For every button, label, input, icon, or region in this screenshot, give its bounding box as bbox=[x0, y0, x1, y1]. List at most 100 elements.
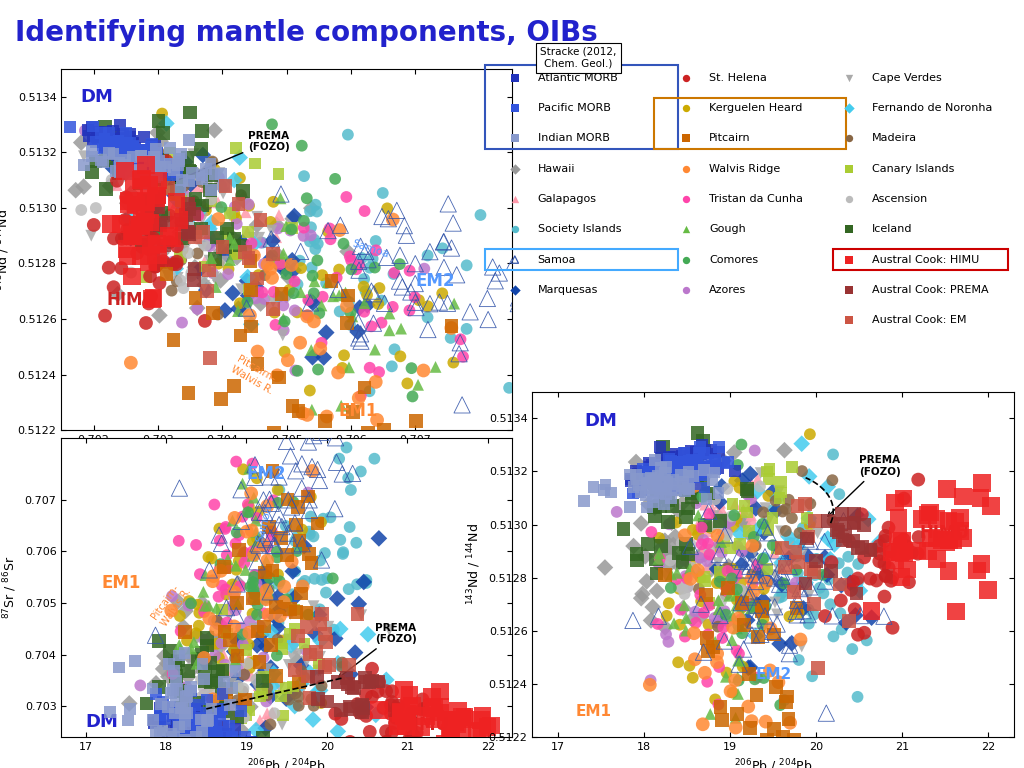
Point bbox=[893, 571, 909, 583]
Point bbox=[263, 530, 280, 542]
Point bbox=[137, 194, 154, 207]
Point bbox=[343, 263, 359, 276]
Point bbox=[472, 209, 488, 221]
Point bbox=[158, 157, 174, 170]
Point bbox=[317, 627, 334, 640]
Point bbox=[209, 231, 225, 243]
Point bbox=[506, 256, 522, 268]
Point bbox=[151, 185, 167, 197]
Point bbox=[850, 558, 866, 570]
Point bbox=[247, 157, 263, 170]
Point bbox=[197, 181, 213, 194]
Point bbox=[284, 588, 300, 601]
Point bbox=[678, 132, 694, 144]
Point bbox=[248, 593, 264, 605]
Point bbox=[136, 164, 153, 177]
Point bbox=[376, 297, 392, 310]
Point bbox=[245, 275, 261, 287]
Point bbox=[268, 670, 285, 683]
Point bbox=[208, 737, 224, 749]
Point bbox=[199, 694, 215, 706]
Point bbox=[268, 649, 285, 661]
Point bbox=[819, 568, 836, 581]
Point bbox=[774, 587, 791, 599]
Point bbox=[343, 484, 359, 496]
Point bbox=[125, 153, 141, 165]
Point bbox=[831, 578, 848, 591]
Point bbox=[213, 168, 229, 180]
Point bbox=[290, 502, 306, 514]
Point bbox=[399, 439, 416, 451]
Point bbox=[388, 712, 404, 724]
Point bbox=[687, 449, 703, 462]
Point bbox=[148, 171, 165, 184]
Point bbox=[159, 155, 175, 167]
Point bbox=[422, 246, 438, 258]
Point bbox=[319, 224, 336, 237]
Point bbox=[205, 570, 221, 582]
Point bbox=[258, 641, 274, 653]
Point bbox=[403, 707, 420, 720]
Point bbox=[778, 503, 795, 515]
Point bbox=[645, 495, 662, 508]
Point bbox=[131, 169, 147, 181]
Point bbox=[774, 591, 791, 603]
Point bbox=[374, 210, 390, 223]
Point bbox=[767, 569, 783, 581]
Point bbox=[281, 284, 297, 296]
Point bbox=[408, 257, 424, 270]
Point bbox=[214, 580, 230, 592]
Point bbox=[145, 174, 162, 186]
Point bbox=[300, 608, 316, 621]
Point bbox=[674, 461, 690, 473]
Point bbox=[407, 277, 423, 290]
Point bbox=[663, 492, 679, 504]
Point bbox=[224, 287, 241, 300]
Point bbox=[655, 483, 672, 495]
Point bbox=[360, 397, 377, 409]
Point bbox=[293, 665, 309, 677]
Point bbox=[361, 362, 378, 374]
Point bbox=[355, 706, 372, 718]
Point bbox=[689, 522, 706, 535]
Point bbox=[771, 637, 787, 650]
Point bbox=[134, 216, 151, 228]
Point bbox=[817, 575, 834, 588]
Point bbox=[741, 560, 758, 572]
Point bbox=[822, 565, 839, 578]
Point bbox=[807, 515, 823, 528]
Point bbox=[220, 756, 237, 768]
Point bbox=[820, 515, 837, 528]
Point bbox=[160, 206, 176, 218]
Point bbox=[166, 665, 182, 677]
X-axis label: $^{206}$Pb / $^{204}$Pb: $^{206}$Pb / $^{204}$Pb bbox=[734, 758, 812, 768]
Point bbox=[657, 462, 674, 475]
Point bbox=[319, 572, 336, 584]
Point bbox=[668, 449, 684, 461]
Point bbox=[133, 165, 150, 177]
Point bbox=[299, 309, 315, 321]
Point bbox=[356, 297, 373, 310]
Point bbox=[852, 584, 868, 597]
Point bbox=[111, 134, 127, 147]
Point bbox=[196, 673, 212, 685]
Point bbox=[664, 517, 680, 529]
Point bbox=[669, 485, 685, 497]
Point bbox=[380, 213, 396, 225]
Point bbox=[162, 208, 178, 220]
Point bbox=[231, 240, 248, 252]
Point bbox=[180, 599, 197, 611]
Point bbox=[306, 619, 323, 631]
Point bbox=[261, 759, 278, 768]
Point bbox=[150, 753, 166, 765]
Point bbox=[222, 254, 239, 266]
Point bbox=[403, 362, 420, 374]
Point bbox=[274, 634, 291, 647]
Point bbox=[403, 700, 420, 712]
Point bbox=[169, 713, 185, 726]
Point bbox=[211, 744, 227, 756]
Point bbox=[101, 180, 118, 192]
Point bbox=[295, 581, 311, 593]
Point bbox=[169, 707, 185, 720]
Point bbox=[201, 564, 217, 576]
